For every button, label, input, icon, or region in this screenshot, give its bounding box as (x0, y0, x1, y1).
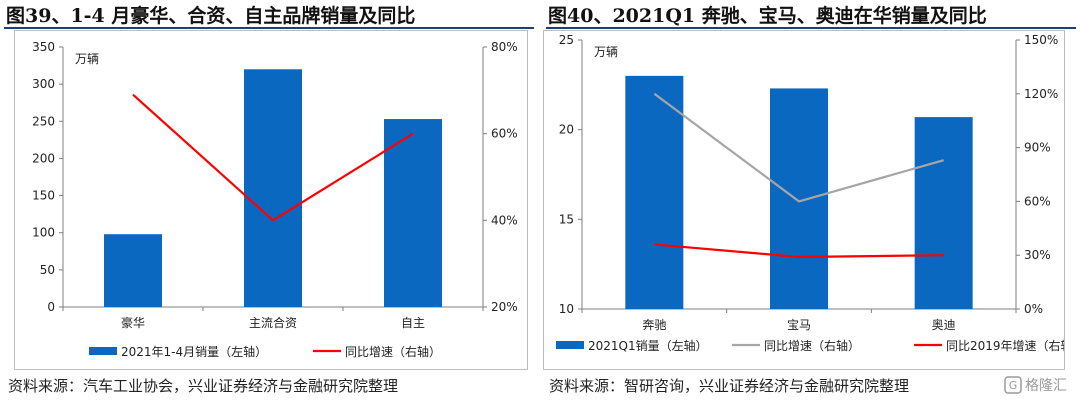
right-tick-label: 90% (1024, 141, 1051, 155)
left-tick-label: 20 (559, 123, 574, 137)
left-tick-label: 100 (32, 226, 55, 240)
left-tick-label: 150 (32, 189, 55, 203)
unit-label: 万辆 (594, 45, 618, 59)
right-tick-label: 0% (1024, 302, 1043, 316)
category-label: 豪华 (121, 315, 145, 330)
line-series-1 (653, 92, 944, 203)
figure-40-title-rule (546, 27, 1076, 29)
category-label: 自主 (401, 316, 425, 330)
legend-label: 同比增速（右轴） (764, 338, 860, 353)
bar-主流合资 (244, 69, 302, 308)
category-label: 宝马 (787, 318, 811, 332)
figure-39-title-rule (4, 27, 534, 29)
legend-swatch-bar (89, 347, 117, 355)
unit-label: 万辆 (75, 52, 99, 66)
watermark-text: 格隆汇 (1025, 378, 1067, 394)
legend-label: 同比2019年增速（右轴） (946, 338, 1064, 353)
legend-label: 2021Q1销量（左轴） (588, 338, 708, 353)
left-tick-label: 10 (559, 302, 574, 316)
watermark-icon (1004, 376, 1022, 394)
chart-1-panel: 0 50 100 150 200 250 300 350 20% 40% 60% 80% 万辆豪华 主流合… (14, 30, 528, 370)
bar-奥迪 (914, 117, 973, 309)
right-tick-label: 120% (1024, 87, 1058, 101)
left-tick-label: 300 (32, 77, 55, 91)
bar-奔驰 (625, 75, 684, 309)
bar-宝马 (770, 88, 828, 309)
right-tick-label: 80% (491, 40, 518, 54)
right-tick-label: 60% (1024, 194, 1051, 208)
left-tick-label: 0 (47, 300, 55, 314)
legend-swatch-bar (556, 341, 584, 349)
right-tick-label: 40% (491, 213, 518, 227)
category-label: 主流合资 (249, 315, 297, 330)
watermark-icon-letter: G (1009, 379, 1018, 392)
category-label: 奥迪 (932, 318, 956, 332)
line-series-2 (654, 243, 944, 259)
bar-豪华 (104, 234, 162, 307)
figure-39-title: 图39、1-4 月豪华、合资、自主品牌销量及同比 (6, 5, 416, 27)
figure-40-source: 资料来源：智研咨询，兴业证券经济与金融研究院整理 (549, 377, 910, 395)
legend-label: 2021年1-4月销量（左轴） (121, 344, 267, 359)
chart-2-panel: 10 15 20 25 0% 30% 60% 90% 120% 150% 万辆奔驰 宝马 奥迪 2021Q… (543, 30, 1080, 370)
left-tick-label: 200 (32, 151, 55, 165)
figure-40-title: 图40、2021Q1 奔驰、宝马、奥迪在华销量及同比 (548, 5, 987, 27)
legend-label: 同比增速（右轴） (345, 344, 441, 359)
left-tick-label: 15 (559, 212, 574, 226)
left-tick-label: 50 (40, 263, 55, 277)
category-label: 奔驰 (642, 318, 666, 332)
right-tick-label: 20% (491, 300, 518, 314)
bar-自主 (384, 119, 442, 307)
right-tick-label: 150% (1024, 33, 1058, 47)
left-tick-label: 350 (32, 40, 55, 54)
watermark-logo: G 格隆汇 (1004, 374, 1078, 396)
right-tick-label: 30% (1024, 248, 1051, 262)
figure-39-source: 资料来源：汽车工业协会，兴业证券经济与金融研究院整理 (8, 377, 399, 395)
line-series-1 (132, 93, 414, 222)
left-tick-label: 25 (559, 33, 574, 47)
left-tick-label: 250 (32, 114, 55, 128)
right-tick-label: 60% (491, 127, 518, 141)
